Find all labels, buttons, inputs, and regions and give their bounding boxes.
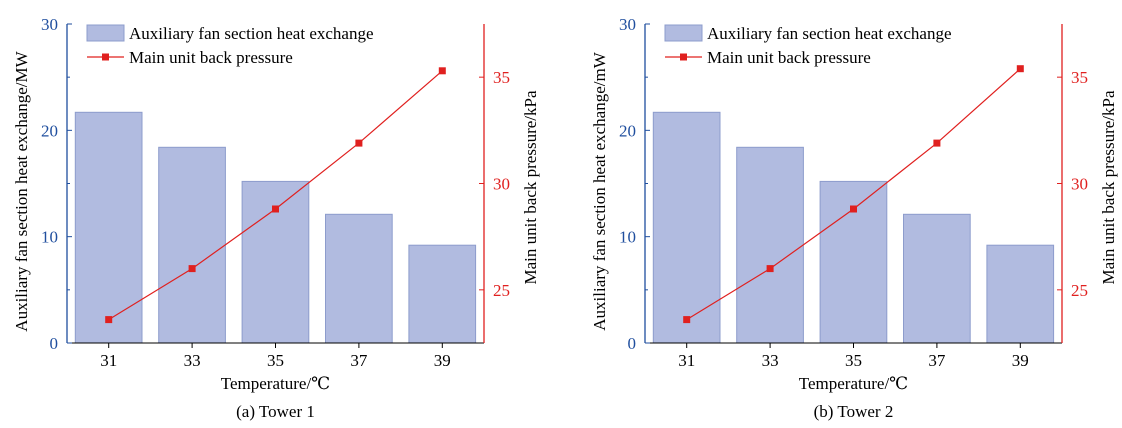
legend-bar-swatch	[664, 24, 703, 42]
bar-37	[903, 213, 971, 344]
left-y-tick-label-30: 30	[41, 15, 58, 34]
x-tick-label-31: 31	[678, 351, 695, 370]
chart-panel-2: 31 33 35 37 39 0 10 20 30 25 30 35 Temperature/℃ Auxi…	[590, 15, 1118, 421]
back-pressure-point-35	[850, 205, 857, 213]
bar-31	[652, 111, 721, 344]
left-y-tick-label-0: 0	[628, 334, 637, 353]
x-tick-label-33: 33	[184, 351, 201, 370]
left-y-tick-label-30: 30	[619, 15, 636, 34]
legend-bar-label: Auxiliary fan section heat exchange	[707, 24, 952, 43]
back-pressure-point-37	[933, 139, 941, 147]
bar-39	[986, 244, 1055, 344]
back-pressure-point-39	[1016, 65, 1024, 73]
back-pressure-point-31	[683, 316, 691, 324]
left-y-axis-title: Auxiliary fan section heat exchange/mW	[590, 51, 609, 330]
legend-line-label: Main unit back pressure	[707, 48, 871, 67]
back-pressure-point-33	[188, 265, 196, 273]
right-y-axis-title: Main unit back pressure/kPa	[1099, 90, 1118, 284]
back-pressure-point-37	[355, 139, 363, 147]
right-y-tick-label-25: 25	[493, 281, 510, 300]
left-y-tick-label-20: 20	[41, 121, 58, 140]
legend-line-label: Main unit back pressure	[129, 48, 293, 67]
chart-panel-1: 31 33 35 37 39 0 10 20 30 25 30 35 Temperature/℃ Auxi…	[12, 15, 540, 421]
left-y-tick-label-0: 0	[50, 334, 59, 353]
right-y-tick-label-30: 30	[493, 175, 510, 194]
legend-line-marker	[680, 53, 687, 61]
right-y-tick-label-35: 35	[1071, 68, 1088, 87]
back-pressure-point-35	[272, 205, 279, 213]
legend-bar-label: Auxiliary fan section heat exchange	[129, 24, 374, 43]
bar-37	[325, 213, 393, 344]
figure-caption: (b) Tower 2	[814, 402, 894, 421]
back-pressure-point-31	[105, 316, 113, 324]
back-pressure-point-33	[766, 265, 774, 273]
bar-33	[158, 146, 226, 344]
left-y-tick-label-20: 20	[619, 121, 636, 140]
right-y-tick-label-35: 35	[493, 68, 510, 87]
x-tick-label-35: 35	[267, 351, 284, 370]
legend-bar-swatch	[86, 24, 125, 42]
x-tick-label-33: 33	[762, 351, 779, 370]
x-tick-label-31: 31	[100, 351, 117, 370]
x-tick-label-39: 39	[434, 351, 451, 370]
x-tick-label-37: 37	[928, 351, 946, 370]
back-pressure-point-39	[438, 67, 446, 75]
figure-caption: (a) Tower 1	[236, 402, 315, 421]
right-y-tick-label-30: 30	[1071, 175, 1088, 194]
right-y-axis-title: Main unit back pressure/kPa	[521, 90, 540, 284]
bar-31	[74, 111, 143, 344]
x-axis-title: Temperature/℃	[799, 374, 908, 393]
bar-33	[736, 146, 804, 344]
left-y-axis-title: Auxiliary fan section heat exchange/MW	[12, 50, 31, 331]
x-tick-label-35: 35	[845, 351, 862, 370]
x-tick-label-39: 39	[1012, 351, 1029, 370]
x-axis-title: Temperature/℃	[221, 374, 330, 393]
left-y-tick-label-10: 10	[41, 228, 58, 247]
bar-39	[408, 244, 477, 344]
left-y-tick-label-10: 10	[619, 228, 636, 247]
x-tick-label-37: 37	[350, 351, 368, 370]
legend-line-marker	[102, 53, 109, 61]
right-y-tick-label-25: 25	[1071, 281, 1088, 300]
